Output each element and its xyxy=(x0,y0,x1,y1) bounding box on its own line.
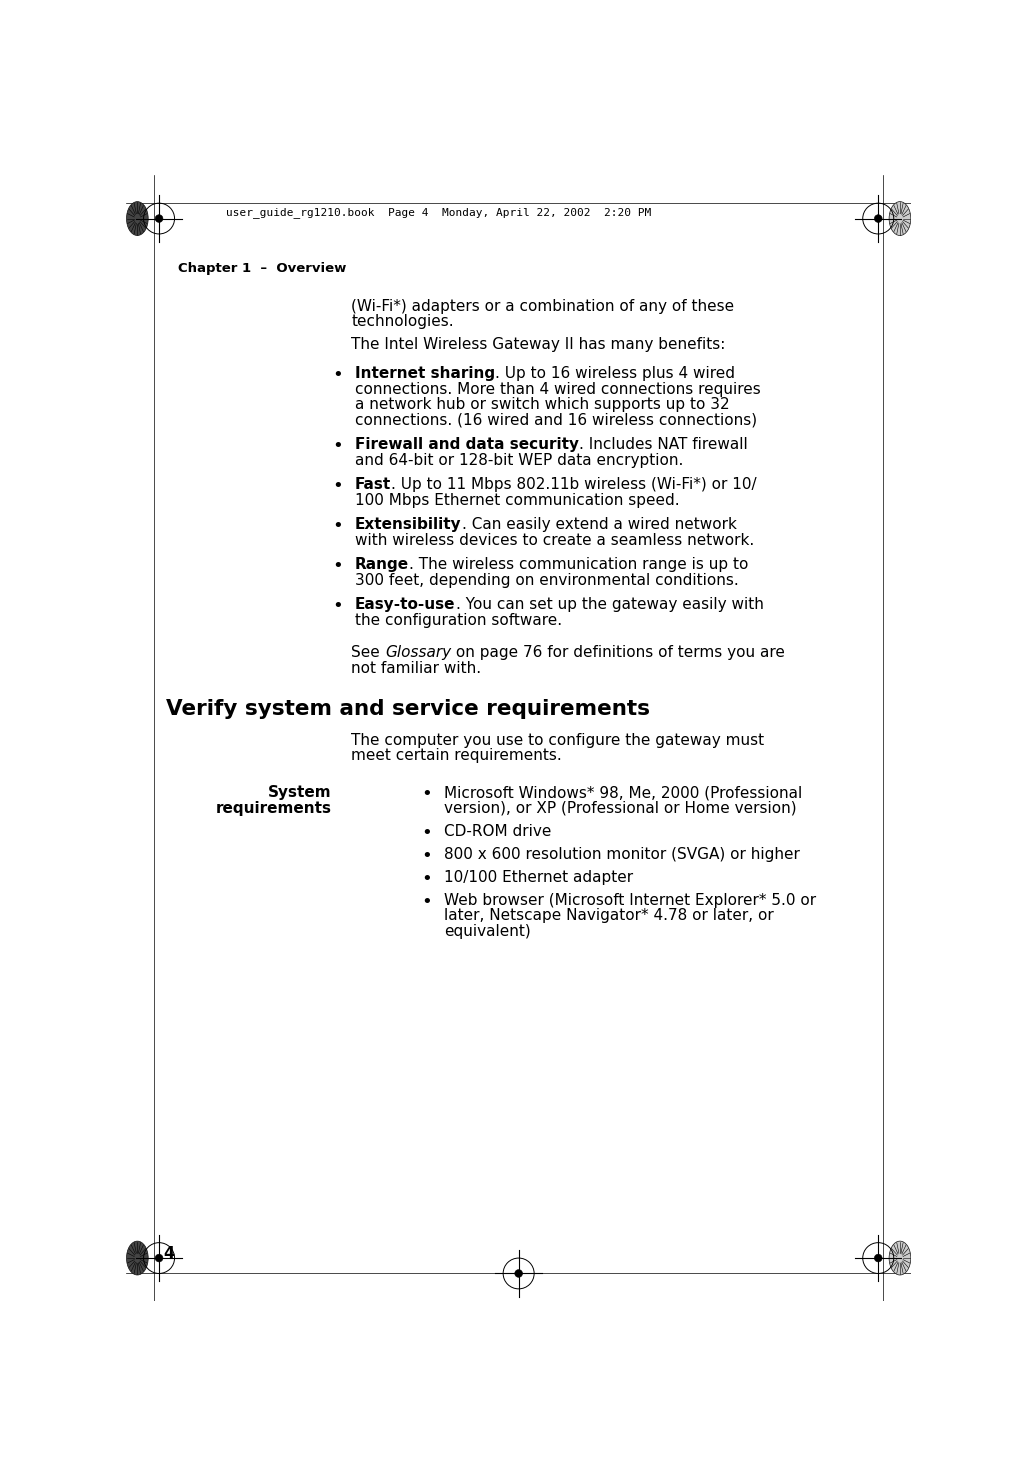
Text: Firewall and data security: Firewall and data security xyxy=(355,437,578,452)
Text: •: • xyxy=(332,598,343,616)
Circle shape xyxy=(155,215,163,222)
Text: •: • xyxy=(332,367,343,385)
Text: the configuration software.: the configuration software. xyxy=(355,613,562,627)
Circle shape xyxy=(874,1254,882,1262)
Ellipse shape xyxy=(126,1241,148,1275)
Circle shape xyxy=(155,1254,163,1262)
Text: Extensibility: Extensibility xyxy=(355,518,461,532)
Text: connections. More than 4 wired connections requires: connections. More than 4 wired connectio… xyxy=(355,382,760,396)
Text: Verify system and service requirements: Verify system and service requirements xyxy=(166,699,649,719)
Text: . Can easily extend a wired network: . Can easily extend a wired network xyxy=(461,518,736,532)
Text: and 64-bit or 128-bit WEP data encryption.: and 64-bit or 128-bit WEP data encryptio… xyxy=(355,453,682,468)
Text: . Up to 16 wireless plus 4 wired: . Up to 16 wireless plus 4 wired xyxy=(494,367,735,382)
Text: •: • xyxy=(421,785,432,803)
Text: Range: Range xyxy=(355,557,408,572)
Ellipse shape xyxy=(889,1241,910,1275)
Text: •: • xyxy=(332,477,343,496)
Text: 800 x 600 resolution monitor (SVGA) or higher: 800 x 600 resolution monitor (SVGA) or h… xyxy=(444,846,800,863)
Text: Microsoft Windows* 98, Me, 2000 (Professional: Microsoft Windows* 98, Me, 2000 (Profess… xyxy=(444,785,802,800)
Text: •: • xyxy=(332,437,343,455)
Text: with wireless devices to create a seamless network.: with wireless devices to create a seamle… xyxy=(355,532,753,548)
Text: The Intel Wireless Gateway II has many benefits:: The Intel Wireless Gateway II has many b… xyxy=(351,338,725,352)
Text: . You can set up the gateway easily with: . You can set up the gateway easily with xyxy=(455,598,762,613)
Text: •: • xyxy=(332,557,343,576)
Text: Web browser (Microsoft Internet Explorer* 5.0 or: Web browser (Microsoft Internet Explorer… xyxy=(444,893,816,908)
Text: Chapter 1  –  Overview: Chapter 1 – Overview xyxy=(178,262,346,275)
Text: . Includes NAT firewall: . Includes NAT firewall xyxy=(578,437,747,452)
Text: later, Netscape Navigator* 4.78 or later, or: later, Netscape Navigator* 4.78 or later… xyxy=(444,908,773,924)
Ellipse shape xyxy=(126,202,148,235)
Text: a network hub or switch which supports up to 32: a network hub or switch which supports u… xyxy=(355,398,729,412)
Text: requirements: requirements xyxy=(215,801,332,816)
Circle shape xyxy=(515,1269,522,1278)
Text: Glossary: Glossary xyxy=(384,645,451,661)
Text: version), or XP (Professional or Home version): version), or XP (Professional or Home ve… xyxy=(444,801,796,816)
Text: •: • xyxy=(421,823,432,842)
Text: technologies.: technologies. xyxy=(351,314,453,329)
Text: The computer you use to configure the gateway must: The computer you use to configure the ga… xyxy=(351,732,763,749)
Text: . The wireless communication range is up to: . The wireless communication range is up… xyxy=(408,557,748,572)
Text: meet certain requirements.: meet certain requirements. xyxy=(351,749,561,763)
Text: CD-ROM drive: CD-ROM drive xyxy=(444,823,551,839)
Text: See: See xyxy=(351,645,384,661)
Text: Internet sharing: Internet sharing xyxy=(355,367,494,382)
Text: 10/100 Ethernet adapter: 10/100 Ethernet adapter xyxy=(444,870,633,885)
Text: System: System xyxy=(268,785,332,800)
Text: •: • xyxy=(332,518,343,535)
Text: equivalent): equivalent) xyxy=(444,924,531,939)
Text: 4: 4 xyxy=(164,1246,175,1260)
Circle shape xyxy=(874,215,882,222)
Text: 300 feet, depending on environmental conditions.: 300 feet, depending on environmental con… xyxy=(355,573,738,588)
Text: on page 76 for definitions of terms you are: on page 76 for definitions of terms you … xyxy=(451,645,785,661)
Text: Fast: Fast xyxy=(355,477,391,493)
Text: Easy-to-use: Easy-to-use xyxy=(355,598,455,613)
Text: not familiar with.: not familiar with. xyxy=(351,661,481,675)
Ellipse shape xyxy=(889,202,910,235)
Text: 100 Mbps Ethernet communication speed.: 100 Mbps Ethernet communication speed. xyxy=(355,493,679,507)
Text: user_guide_rg1210.book  Page 4  Monday, April 22, 2002  2:20 PM: user_guide_rg1210.book Page 4 Monday, Ap… xyxy=(225,208,650,218)
Text: •: • xyxy=(421,846,432,866)
Text: . Up to 11 Mbps 802.11b wireless (Wi-Fi*) or 10/: . Up to 11 Mbps 802.11b wireless (Wi-Fi*… xyxy=(391,477,756,493)
Text: (Wi-Fi*) adapters or a combination of any of these: (Wi-Fi*) adapters or a combination of an… xyxy=(351,298,734,314)
Text: •: • xyxy=(421,893,432,911)
Text: connections. (16 wired and 16 wireless connections): connections. (16 wired and 16 wireless c… xyxy=(355,412,756,427)
Text: •: • xyxy=(421,870,432,887)
